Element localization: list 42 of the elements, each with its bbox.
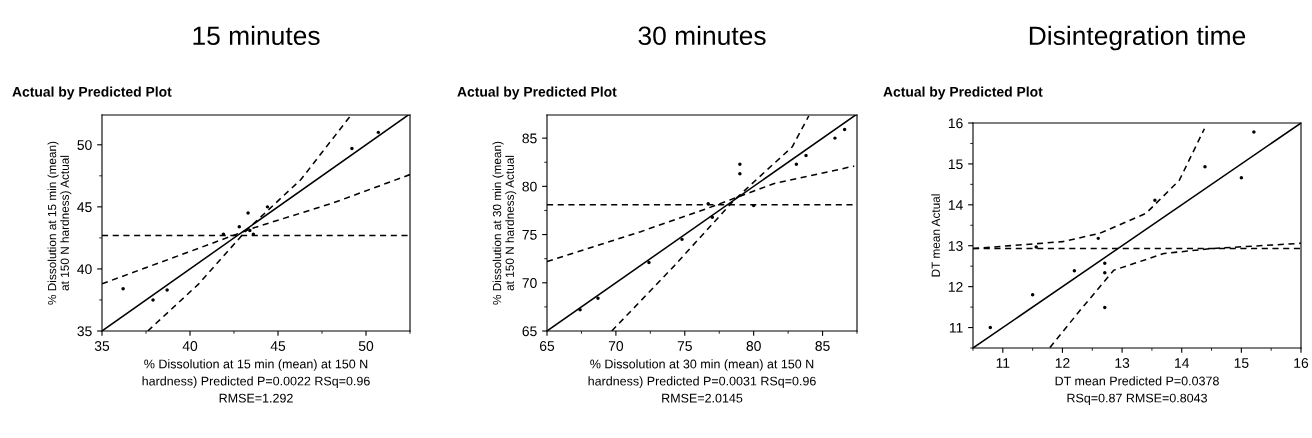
y-tick-label: 80 [522, 181, 537, 192]
x-tick-label: 13 [1115, 358, 1130, 368]
y-tick-label: 13 [948, 241, 963, 251]
x-axis-title: DT mean Predicted P=0.0378 RSq=0.87 RMSE=0.8043 [1055, 376, 1219, 405]
x-tick-label: 45 [270, 341, 286, 351]
x-tick-label: 70 [608, 341, 624, 351]
x-tick-label: 15 [1234, 358, 1249, 368]
y-tick-label: 12 [948, 281, 963, 292]
y-tick-label: 40 [77, 264, 92, 275]
y-tick-label: 70 [522, 278, 537, 288]
y-tick-label: 35 [77, 326, 92, 337]
y-axis-title: % Dissolution at 15 min (mean) at 150 N hardness) Actual [47, 141, 72, 305]
x-tick-label: 16 [1294, 358, 1309, 368]
x-axis-title: % Dissolution at 30 min (mean) at 150 N hardness) Predicted P=0.0031 RSq=0.96 RMSE=2.0145 [588, 359, 816, 403]
x-tick-label: 14 [1175, 358, 1190, 368]
x-tick-label: 80 [746, 341, 761, 351]
y-tick-label: 14 [948, 200, 963, 210]
y-tick-label: 15 [948, 159, 963, 170]
chart-subtitle: Actual by Predicted Plot [457, 86, 617, 100]
x-tick-label: 50 [358, 341, 374, 351]
chart-title: Disintegration time [1029, 25, 1246, 51]
chart-subtitle: Actual by Predicted Plot [12, 86, 172, 100]
x-tick-label: 12 [1055, 358, 1070, 368]
y-tick-label: 75 [522, 230, 537, 240]
y-tick-label: 85 [522, 133, 537, 144]
chart-subtitle: Actual by Predicted Plot [883, 86, 1043, 100]
chart-title: 30 minutes [638, 25, 766, 46]
x-tick-label: 75 [677, 341, 692, 351]
y-tick-label: 45 [77, 202, 92, 213]
x-tick-label: 35 [94, 341, 110, 351]
y-axis-title: DT mean Actual [931, 194, 940, 277]
x-tick-label: 85 [815, 341, 830, 351]
x-tick-label: 11 [996, 358, 1010, 368]
x-tick-label: 65 [539, 341, 555, 351]
chart-title: 15 minutes [193, 25, 320, 46]
y-tick-label: 65 [522, 326, 537, 337]
x-axis-title: % Dissolution at 15 min (mean) at 150 N hardness) Predicted P=0.0022 RSq=0.96 RMSE=1.292 [142, 359, 370, 403]
y-axis-title: % Dissolution at 30 min (mean) at 150 N hardness) Actual [492, 141, 517, 305]
y-tick-label: 11 [949, 323, 963, 333]
y-tick-label: 16 [948, 118, 963, 129]
y-tick-label: 50 [77, 140, 92, 150]
x-tick-label: 40 [182, 341, 198, 351]
